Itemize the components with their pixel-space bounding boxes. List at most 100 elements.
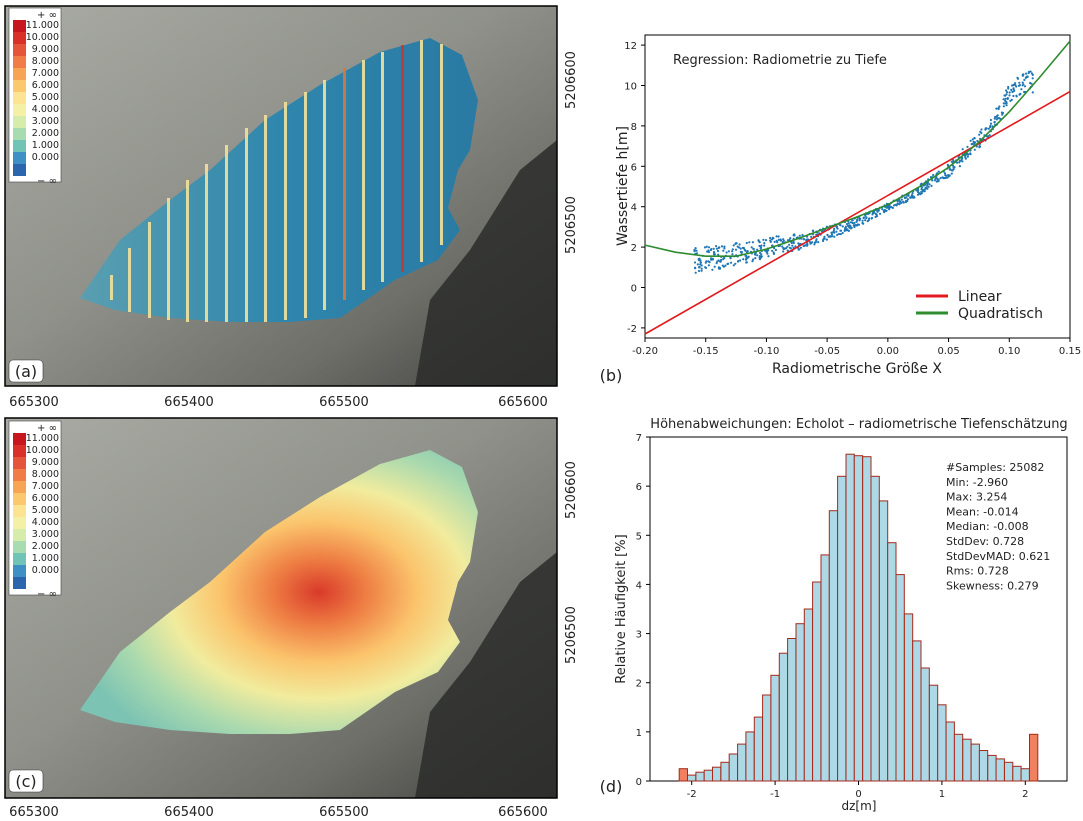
scatter-point bbox=[791, 244, 794, 247]
statistic-line: StdDevMAD: 0.621 bbox=[946, 550, 1050, 563]
x-tick-label: 665500 bbox=[319, 805, 369, 820]
legend-class-label: 5.000 bbox=[32, 92, 59, 103]
scatter-point bbox=[738, 246, 741, 249]
scatter-point bbox=[729, 256, 732, 259]
scatter-point bbox=[930, 184, 933, 187]
scatter-point bbox=[756, 248, 759, 251]
scatter-point bbox=[756, 254, 759, 257]
scatter-point bbox=[760, 244, 763, 247]
scatter-point bbox=[971, 143, 974, 146]
scatter-point bbox=[984, 127, 987, 130]
scatter-point bbox=[918, 192, 921, 195]
scatter-point bbox=[739, 250, 743, 253]
scatter-point bbox=[1006, 91, 1009, 94]
y-tick-label: 4 bbox=[636, 580, 642, 591]
axis-ticks: -0.20 -0.15 -0.10 -0.05 0.00 0.05 0.10 0.15 -2 0 2… bbox=[624, 41, 1081, 357]
scatter-point bbox=[707, 246, 711, 249]
scatter-point bbox=[836, 233, 839, 236]
scatter-point bbox=[721, 264, 724, 267]
x-tick-label: -0.15 bbox=[693, 346, 719, 357]
scatter-point bbox=[723, 247, 726, 250]
scatter-point bbox=[1014, 82, 1017, 85]
scatter-point bbox=[1005, 89, 1008, 92]
x-tick-label: 665500 bbox=[319, 395, 369, 410]
legend-swatch bbox=[13, 140, 26, 152]
scatter-point bbox=[722, 249, 725, 252]
scatter-point bbox=[716, 249, 720, 253]
scatter-point bbox=[739, 259, 742, 262]
scatter-point bbox=[734, 242, 737, 245]
histogram-bar bbox=[820, 554, 830, 782]
scatter-point bbox=[969, 152, 972, 155]
profile-strip bbox=[167, 198, 170, 320]
histogram-bar bbox=[928, 684, 939, 782]
scatter-point bbox=[758, 241, 761, 244]
scatter-point bbox=[906, 199, 909, 203]
scatter-point bbox=[729, 261, 733, 264]
legend-swatch bbox=[13, 493, 26, 505]
x-tick-label: 0.10 bbox=[998, 346, 1020, 357]
scatter-point bbox=[847, 224, 850, 227]
histogram-bar bbox=[920, 667, 930, 782]
scatter-point bbox=[845, 228, 848, 231]
scatter-point bbox=[723, 256, 726, 260]
legend-class-label: 10.000 bbox=[26, 32, 59, 43]
legend-class-label: 1.000 bbox=[32, 553, 59, 564]
scatter-point bbox=[971, 138, 974, 141]
scatter-point bbox=[710, 248, 713, 251]
scatter-point bbox=[929, 176, 933, 179]
scatter-point bbox=[742, 247, 745, 250]
scatter-point bbox=[1005, 104, 1008, 107]
scatter-point bbox=[786, 239, 790, 242]
panel-label-b: (b) bbox=[600, 366, 623, 385]
scatter-point bbox=[1015, 94, 1018, 97]
scatter-point bbox=[806, 242, 809, 245]
scatter-point bbox=[723, 245, 726, 248]
scatter-point bbox=[865, 216, 868, 219]
legend-swatch bbox=[13, 481, 26, 493]
histogram-bar bbox=[803, 608, 814, 782]
scatter-point bbox=[919, 192, 922, 195]
scatter-point bbox=[767, 255, 770, 258]
scatter-point bbox=[944, 173, 947, 177]
scatter-point bbox=[944, 176, 948, 179]
scatter-point bbox=[928, 183, 931, 186]
legend-class-label: 11.000 bbox=[26, 20, 59, 31]
legend-swatch bbox=[13, 92, 26, 104]
scatter-point bbox=[931, 179, 934, 182]
scatter-point bbox=[815, 238, 818, 241]
scatter-point bbox=[952, 164, 955, 167]
y-tick-label: 6 bbox=[631, 162, 637, 173]
scatter-point bbox=[989, 124, 992, 127]
scatter-point bbox=[978, 133, 981, 136]
histogram-bar bbox=[745, 731, 755, 782]
scatter-point bbox=[792, 241, 795, 245]
scatter-point bbox=[773, 240, 776, 243]
legend-swatch bbox=[13, 20, 26, 32]
scatter-point bbox=[856, 223, 859, 226]
scatter-point bbox=[700, 269, 703, 272]
scatter-point bbox=[744, 249, 747, 252]
scatter-point bbox=[847, 229, 851, 232]
scatter-point bbox=[958, 159, 962, 162]
profile-strip bbox=[245, 128, 248, 322]
scatter-point bbox=[950, 160, 953, 163]
map-y-axis-c: 5206600 5206500 bbox=[564, 461, 579, 664]
scatter-point bbox=[693, 248, 696, 251]
scatter-point bbox=[858, 217, 861, 220]
scatter-point bbox=[997, 107, 1000, 110]
scatter-point bbox=[779, 238, 782, 241]
scatter-point bbox=[904, 196, 907, 199]
histogram-bars bbox=[678, 453, 1039, 782]
scatter-point bbox=[993, 120, 996, 124]
legend-swatch bbox=[13, 32, 26, 44]
scatter-point bbox=[910, 195, 913, 198]
scatter-point bbox=[833, 235, 836, 238]
scatter-point bbox=[798, 248, 801, 251]
scatter-point bbox=[881, 208, 884, 211]
scatter-point bbox=[786, 245, 789, 248]
scatter-point bbox=[935, 180, 938, 183]
histogram-bar bbox=[853, 455, 864, 782]
scatter-point bbox=[802, 238, 805, 241]
scatter-point bbox=[794, 245, 797, 248]
